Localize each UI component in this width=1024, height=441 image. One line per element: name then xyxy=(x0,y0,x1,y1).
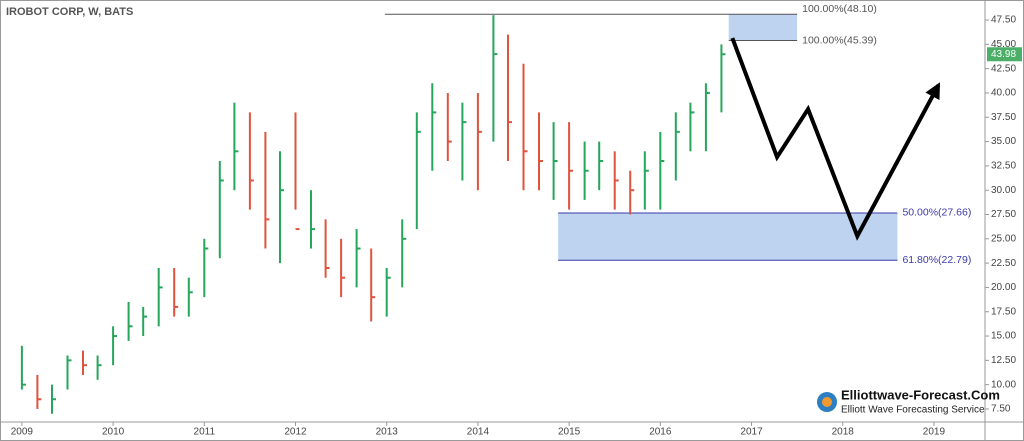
y-tick-label: 47.50 xyxy=(991,15,1016,26)
y-tick-label: 32.50 xyxy=(991,161,1016,172)
y-tick-label: 17.50 xyxy=(991,306,1016,317)
level-label: 50.00%(27.66) xyxy=(902,207,971,219)
y-tick-label: 35.00 xyxy=(991,136,1016,147)
y-tick-label: 7.50 xyxy=(991,404,1011,415)
x-tick-label: 2017 xyxy=(740,427,763,438)
x-tick-label: 2019 xyxy=(923,427,946,438)
x-tick-label: 2012 xyxy=(284,427,307,438)
level-label: 100.00%(45.39) xyxy=(802,34,877,46)
x-tick-label: 2013 xyxy=(376,427,399,438)
x-tick-label: 2014 xyxy=(467,427,490,438)
y-tick-label: 40.00 xyxy=(991,88,1016,99)
last-price-box xyxy=(987,47,1022,62)
logo-icon-inner xyxy=(822,397,832,407)
last-price-label: 43.98 xyxy=(991,49,1016,60)
logo-tagline: Elliott Wave Forecasting Service xyxy=(841,405,985,416)
x-tick-label: 2016 xyxy=(649,427,672,438)
level-label: 61.80%(22.79) xyxy=(902,254,971,266)
y-tick-label: 30.00 xyxy=(991,185,1016,196)
y-tick-label: 22.50 xyxy=(991,258,1016,269)
level-label: 100.00%(48.10) xyxy=(802,3,877,15)
logo-name: Elliottwave-Forecast.Com xyxy=(841,387,1000,402)
projection-path xyxy=(730,37,941,241)
x-tick-label: 2018 xyxy=(832,427,855,438)
chart-title: IROBOT CORP, W, BATS xyxy=(6,6,133,18)
y-tick-label: 42.50 xyxy=(991,63,1016,74)
y-tick-label: 20.00 xyxy=(991,282,1016,293)
logo: Elliottwave-Forecast.Com Elliott Wave Fo… xyxy=(817,387,1000,416)
y-tick-label: 15.00 xyxy=(991,331,1016,342)
y-tick-label: 45.00 xyxy=(991,39,1016,50)
y-tick-label: 37.50 xyxy=(991,112,1016,123)
y-tick-label: 27.50 xyxy=(991,209,1016,220)
zone xyxy=(728,14,798,41)
x-tick-label: 2009 xyxy=(11,427,34,438)
x-tick-label: 2010 xyxy=(102,427,125,438)
y-tick-label: 12.50 xyxy=(991,355,1016,366)
y-tick-label: 10.00 xyxy=(991,379,1016,390)
zone xyxy=(558,212,898,261)
x-tick-label: 2015 xyxy=(558,427,581,438)
x-tick-label: 2011 xyxy=(194,427,216,438)
y-tick-label: 25.00 xyxy=(991,233,1016,244)
